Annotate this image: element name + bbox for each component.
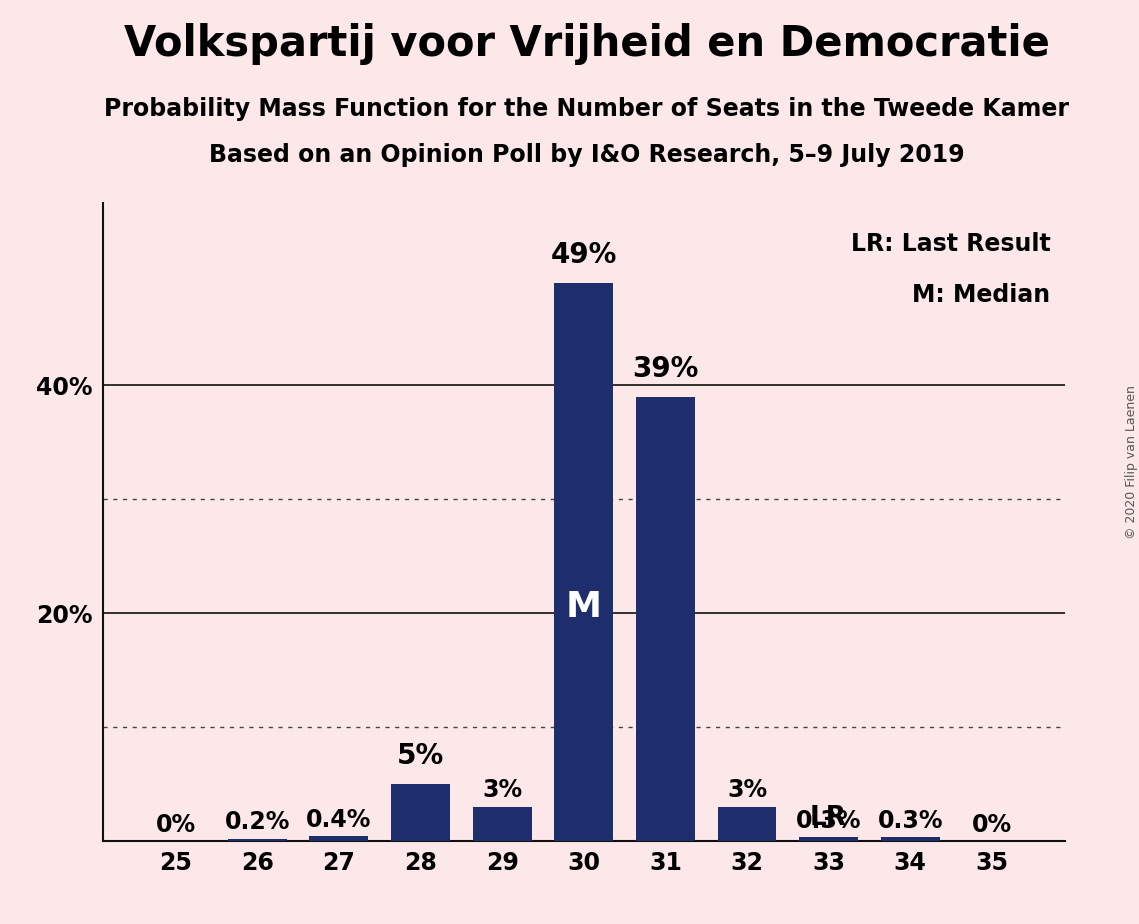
Text: 0.3%: 0.3% [877,808,943,833]
Text: 0%: 0% [972,813,1011,837]
Bar [391,784,450,841]
Text: 39%: 39% [632,355,698,383]
Bar [880,837,940,841]
Bar [636,396,695,841]
Text: © 2020 Filip van Laenen: © 2020 Filip van Laenen [1124,385,1138,539]
Text: 3%: 3% [482,778,522,802]
Text: Volkspartij voor Vrijheid en Democratie: Volkspartij voor Vrijheid en Democratie [124,23,1049,65]
Text: M: M [566,590,601,624]
Text: Probability Mass Function for the Number of Seats in the Tweede Kamer: Probability Mass Function for the Number… [104,97,1070,121]
Bar [473,807,532,841]
Bar [310,836,368,841]
Text: 0.2%: 0.2% [224,810,290,834]
Bar [555,283,613,841]
Text: 3%: 3% [727,778,767,802]
Bar [718,807,777,841]
Text: 0.3%: 0.3% [796,808,861,833]
Text: 5%: 5% [396,742,444,771]
Bar [228,839,287,841]
Text: 0%: 0% [156,813,196,837]
Text: LR: Last Result: LR: Last Result [851,232,1050,256]
Text: M: Median: M: Median [912,283,1050,307]
Bar [800,837,858,841]
Text: 49%: 49% [550,241,617,269]
Text: LR: LR [810,805,847,831]
Text: 0.4%: 0.4% [306,808,371,832]
Text: Based on an Opinion Poll by I&O Research, 5–9 July 2019: Based on an Opinion Poll by I&O Research… [208,143,965,167]
